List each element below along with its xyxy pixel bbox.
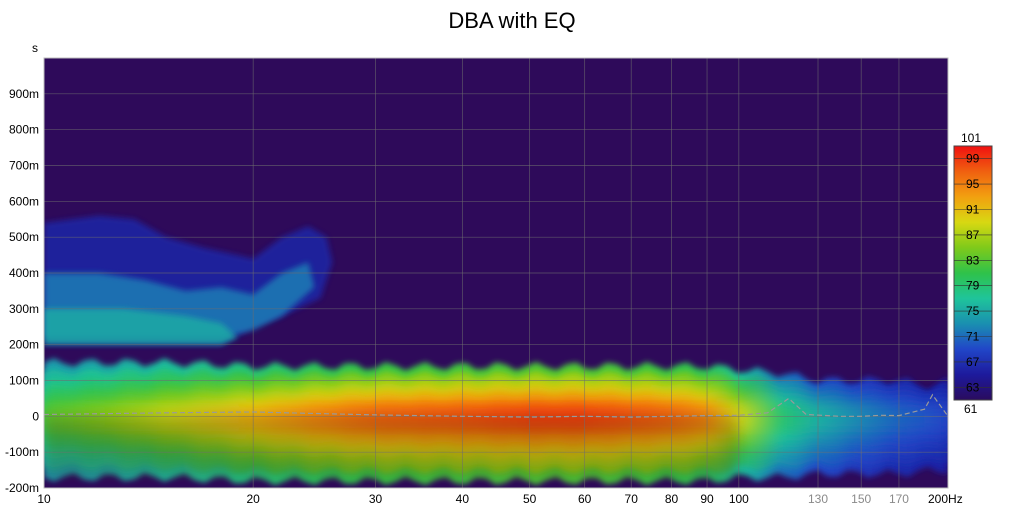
heatmap-layer <box>44 215 948 486</box>
y-tick-label: 300m <box>9 302 39 316</box>
colorbar-gradient <box>953 145 993 401</box>
y-tick-label: 500m <box>9 230 39 244</box>
x-tick-label: 80 <box>665 492 679 506</box>
x-tick-label: 30 <box>369 492 383 506</box>
x-tick-label: 60 <box>578 492 592 506</box>
y-tick-label: 800m <box>9 123 39 137</box>
x-tick-label: 10 <box>37 492 51 506</box>
y-axis-ticks: 900m 800m 700m 600m 500m 400m 300m 200m 100m 0 -10… <box>5 87 39 495</box>
y-tick-label: -100m <box>5 445 39 459</box>
colorbar-tick-label: 83 <box>966 253 980 267</box>
colorbar-tick-label: 87 <box>966 228 980 242</box>
x-tick-label: 50 <box>523 492 537 506</box>
x-tick-label: 170 <box>889 492 909 506</box>
y-axis-label: s <box>32 41 38 55</box>
colorbar-tick-label: 99 <box>966 152 980 166</box>
lower-shading <box>44 416 739 478</box>
y-tick-label: -200m <box>5 481 39 495</box>
colorbar-tick-label: 75 <box>966 304 980 318</box>
x-tick-label: 20 <box>246 492 260 506</box>
x-tick-label: 70 <box>625 492 639 506</box>
x-tick-label: 90 <box>700 492 714 506</box>
colorbar-tick-label: 71 <box>966 330 980 344</box>
y-tick-label: 700m <box>9 159 39 173</box>
x-tick-label: 200Hz <box>928 492 963 506</box>
y-tick-label: 0 <box>32 409 39 423</box>
colorbar-tick-label: 79 <box>966 279 980 293</box>
y-tick-label: 200m <box>9 338 39 352</box>
gridlines <box>44 58 948 488</box>
x-tick-label: 40 <box>456 492 470 506</box>
x-tick-label: 130 <box>808 492 828 506</box>
y-tick-label: 600m <box>9 194 39 208</box>
x-tick-label: 150 <box>851 492 871 506</box>
colorbar-max-label: 101 <box>961 131 981 145</box>
x-axis-ticks: 10 20 30 40 50 60 70 80 90 100 130 150 170 200Hz <box>37 492 962 506</box>
colorbar-tick-label: 63 <box>966 380 980 394</box>
colorbar-tick-label: 67 <box>966 355 980 369</box>
trace-layer <box>44 393 948 418</box>
y-tick-label: 900m <box>9 87 39 101</box>
plot-border <box>43 57 949 489</box>
colorbar: 101 61 99 95 91 87 83 79 75 71 67 63 <box>953 131 993 416</box>
trace-line <box>44 393 948 418</box>
decay-region <box>44 308 238 345</box>
colorbar-tick-label: 95 <box>966 177 980 191</box>
colorbar-tick-label: 91 <box>966 203 980 217</box>
y-tick-label: 100m <box>9 374 39 388</box>
chart-title: DBA with EQ <box>448 8 576 33</box>
y-tick-label: 400m <box>9 266 39 280</box>
colorbar-min-label: 61 <box>964 402 978 416</box>
x-tick-label: 100 <box>729 492 749 506</box>
